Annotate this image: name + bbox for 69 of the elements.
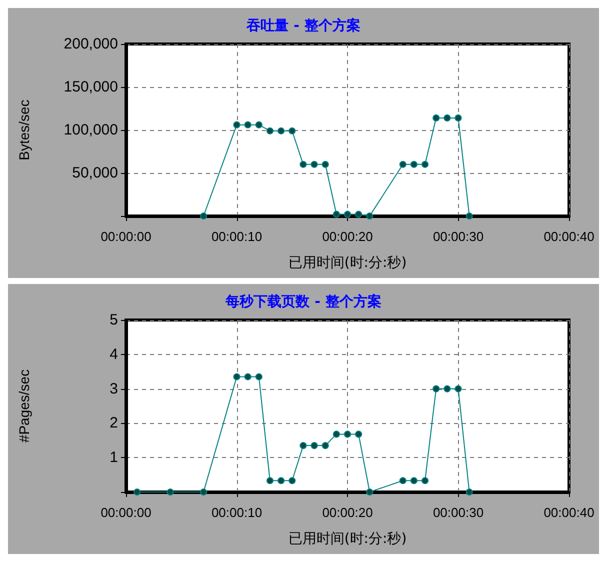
x-axis-title: 已用时间(时:分:秒) <box>288 255 407 271</box>
point <box>266 127 274 134</box>
point <box>332 210 340 218</box>
point <box>255 373 262 380</box>
y-tick-label: 50,000 <box>72 164 118 182</box>
y-axis-title: Bytes/sec <box>16 100 32 160</box>
point <box>278 477 285 484</box>
point <box>278 127 285 134</box>
point <box>344 430 351 438</box>
point <box>466 488 473 496</box>
x-tick-label: 00:00:00 <box>100 505 152 520</box>
point <box>134 488 141 496</box>
point <box>422 477 429 484</box>
y-tick-label: 200,000 <box>64 36 118 52</box>
y-tick-label: 4 <box>110 346 118 363</box>
point <box>288 477 296 484</box>
point <box>344 210 351 218</box>
point <box>366 212 374 220</box>
point <box>200 488 208 496</box>
point <box>244 121 252 128</box>
point <box>355 210 362 218</box>
x-tick-label: 00:00:00 <box>100 229 152 244</box>
point <box>244 373 252 380</box>
point <box>444 385 451 392</box>
point <box>166 488 174 496</box>
x-tick-label: 00:00:30 <box>432 505 484 520</box>
point <box>399 477 406 484</box>
y-tick-label: 1 <box>110 449 118 466</box>
point <box>454 114 462 122</box>
y-tick-label: 5 <box>110 312 118 328</box>
chart-title: 吞吐量 - 整个方案 <box>246 17 360 34</box>
x-tick-label: 00:00:20 <box>322 229 373 244</box>
y-tick-label: 150,000 <box>64 78 118 96</box>
y-axis-title: #Pages/sec <box>16 369 32 443</box>
point <box>422 160 429 168</box>
point <box>466 212 473 220</box>
point <box>322 160 329 168</box>
point <box>233 373 240 380</box>
point <box>355 430 362 438</box>
y-tick-label: 100,000 <box>64 122 118 138</box>
x-tick-label: 00:00:10 <box>211 505 262 520</box>
point <box>266 477 274 484</box>
point <box>410 160 418 168</box>
point <box>432 385 440 392</box>
point <box>200 212 208 220</box>
x-tick-label: 00:00:30 <box>432 229 484 244</box>
point <box>322 442 329 450</box>
x-tick-label: 00:00:20 <box>322 505 373 520</box>
point <box>310 160 318 168</box>
point <box>255 121 262 128</box>
chart-title: 每秒下载页数 - 整个方案 <box>224 293 382 310</box>
x-tick-label: 00:00:10 <box>211 229 262 244</box>
point <box>300 160 307 168</box>
point <box>454 385 462 392</box>
point <box>288 127 296 134</box>
point <box>444 114 451 122</box>
point <box>300 442 307 450</box>
point <box>310 442 318 450</box>
point <box>432 114 440 122</box>
x-axis-title: 已用时间(时:分:秒) <box>288 531 407 547</box>
y-tick-label: 3 <box>110 380 118 398</box>
point <box>332 430 340 438</box>
point <box>233 121 240 128</box>
point <box>410 477 418 484</box>
point <box>366 488 374 496</box>
point <box>399 160 406 168</box>
y-tick-label: 2 <box>110 414 118 432</box>
x-tick-label: 00:00:40 <box>544 229 594 244</box>
x-tick-label: 00:00:40 <box>544 505 594 520</box>
